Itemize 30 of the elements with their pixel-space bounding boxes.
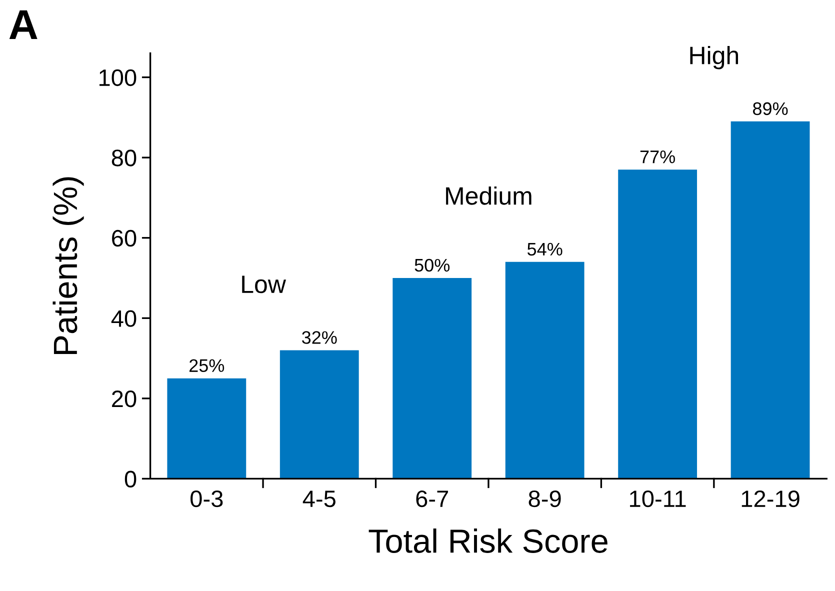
y-tick-label: 100 (100, 69, 136, 86)
y-tick-label: 60 (112, 230, 136, 247)
x-tick-label: 12-19 (742, 490, 800, 508)
data-label: 89% (753, 102, 788, 116)
annotation: Low (242, 276, 286, 294)
bar (280, 350, 359, 479)
data-label: 77% (640, 150, 675, 164)
x-tick-label: 4-5 (302, 490, 336, 508)
y-tick-label: 0 (124, 470, 136, 488)
y-tick-label: 40 (111, 310, 136, 327)
x-tick-label: 10-11 (630, 490, 686, 508)
bar (167, 378, 246, 479)
data-label: 50% (414, 258, 450, 272)
bar (730, 121, 810, 479)
bar (618, 170, 698, 479)
x-tick-label: 8-9 (528, 490, 561, 508)
x-axis-title: Total Risk Score (368, 528, 608, 553)
y-tick-label: 80 (112, 150, 136, 166)
bar (505, 262, 584, 479)
data-label: 25% (190, 359, 224, 372)
x-tick-label: 0-3 (190, 490, 223, 508)
bar (392, 278, 472, 479)
data-label: 54% (527, 242, 562, 256)
x-tick-label: 6-7 (416, 490, 448, 508)
y-tick-label: 20 (112, 390, 136, 408)
annotation: Medium (446, 186, 532, 205)
data-label: 32% (302, 331, 337, 344)
annotation: High (690, 46, 738, 70)
y-axis-title: Patients (%) (52, 177, 84, 354)
chart-title: A (9, 10, 38, 40)
